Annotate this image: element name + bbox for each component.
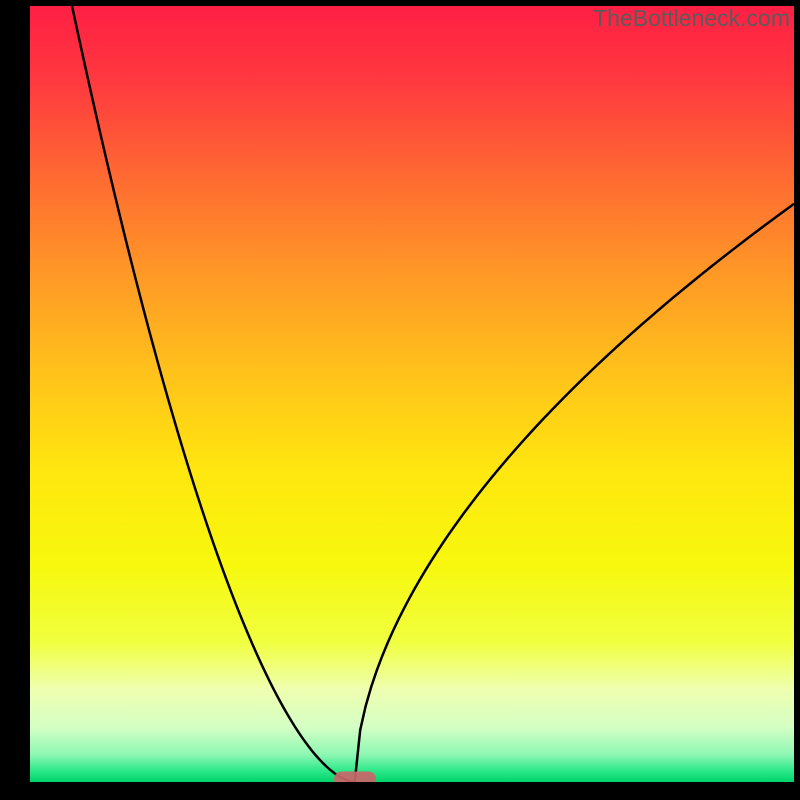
chart-canvas: TheBottleneck.com — [0, 0, 800, 800]
minimum-marker — [334, 772, 376, 783]
bottleneck-curve — [30, 6, 794, 782]
axis-border-left — [0, 0, 30, 800]
plot-area — [30, 6, 794, 782]
axis-border-bottom — [0, 782, 800, 800]
axis-border-right — [794, 0, 800, 800]
curve-path — [72, 6, 794, 782]
watermark-text: TheBottleneck.com — [593, 5, 790, 32]
